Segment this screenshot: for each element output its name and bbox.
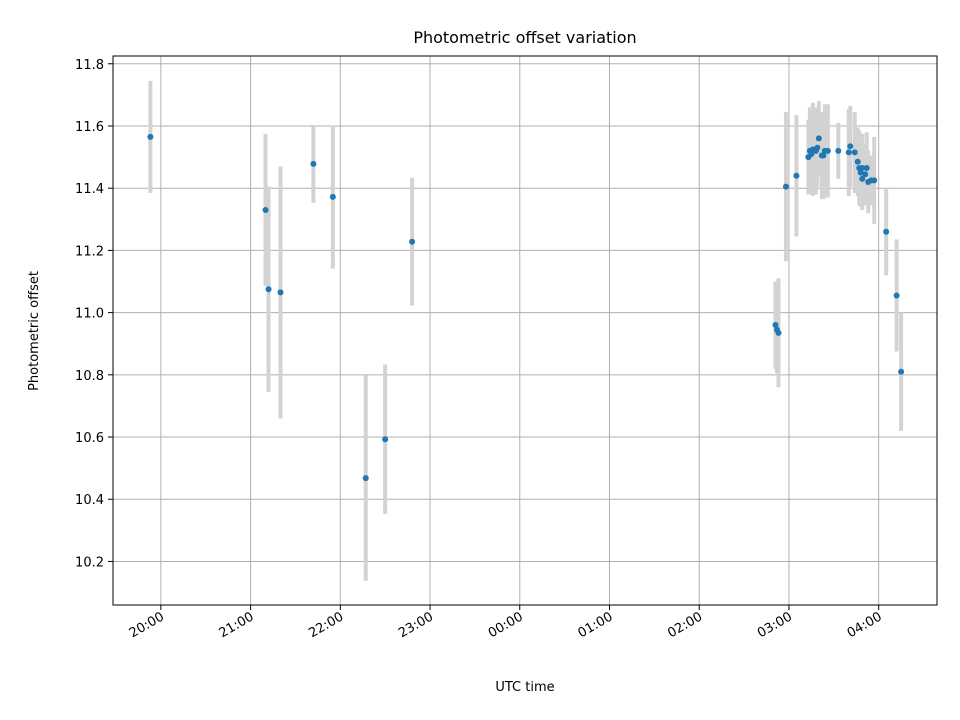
y-axis-ticks: 10.2 10.4 10.6 10.8 11.0 11.2 11.4 11.6 11.8 <box>75 58 113 570</box>
data-point <box>772 322 779 329</box>
y-tick-label: 10.8 <box>75 369 104 384</box>
data-point <box>847 143 854 150</box>
data-point <box>808 150 815 157</box>
data-point <box>854 158 861 165</box>
data-point <box>793 172 800 179</box>
data-point <box>820 152 827 159</box>
data-point <box>863 164 870 171</box>
x-axis-label: UTC time <box>495 680 554 695</box>
data-point <box>782 183 789 190</box>
y-tick-label: 10.4 <box>75 493 104 508</box>
data-point <box>265 286 272 293</box>
data-point <box>859 164 866 171</box>
data-point <box>859 175 866 182</box>
y-tick-label: 11.6 <box>75 120 104 135</box>
data-point <box>362 475 369 482</box>
data-point <box>893 292 900 299</box>
data-point <box>824 147 831 154</box>
data-point <box>815 135 822 142</box>
data-point <box>409 238 416 245</box>
data-points <box>147 133 905 482</box>
data-point <box>814 144 821 151</box>
y-tick-label: 11.2 <box>75 244 104 259</box>
plot-frame <box>112 55 938 606</box>
data-point <box>262 206 269 213</box>
y-tick-label: 10.6 <box>75 431 104 446</box>
gridlines <box>113 56 937 605</box>
data-point <box>898 368 905 375</box>
data-point <box>871 177 878 184</box>
y-tick-label: 11.0 <box>75 307 104 322</box>
y-tick-label: 11.8 <box>75 58 104 73</box>
data-point <box>310 160 317 167</box>
y-tick-label: 10.2 <box>75 555 104 570</box>
data-point <box>147 133 154 140</box>
chart-title: Photometric offset variation <box>413 28 636 47</box>
y-tick-label: 11.4 <box>75 182 104 197</box>
data-point <box>851 149 858 156</box>
data-point <box>835 147 842 154</box>
data-point <box>845 149 852 156</box>
data-point <box>277 289 284 296</box>
data-point <box>329 193 336 200</box>
data-point <box>862 171 869 178</box>
data-point <box>382 436 389 443</box>
data-point <box>775 329 782 336</box>
y-axis-label: Photometric offset <box>27 271 42 391</box>
data-point <box>883 228 890 235</box>
